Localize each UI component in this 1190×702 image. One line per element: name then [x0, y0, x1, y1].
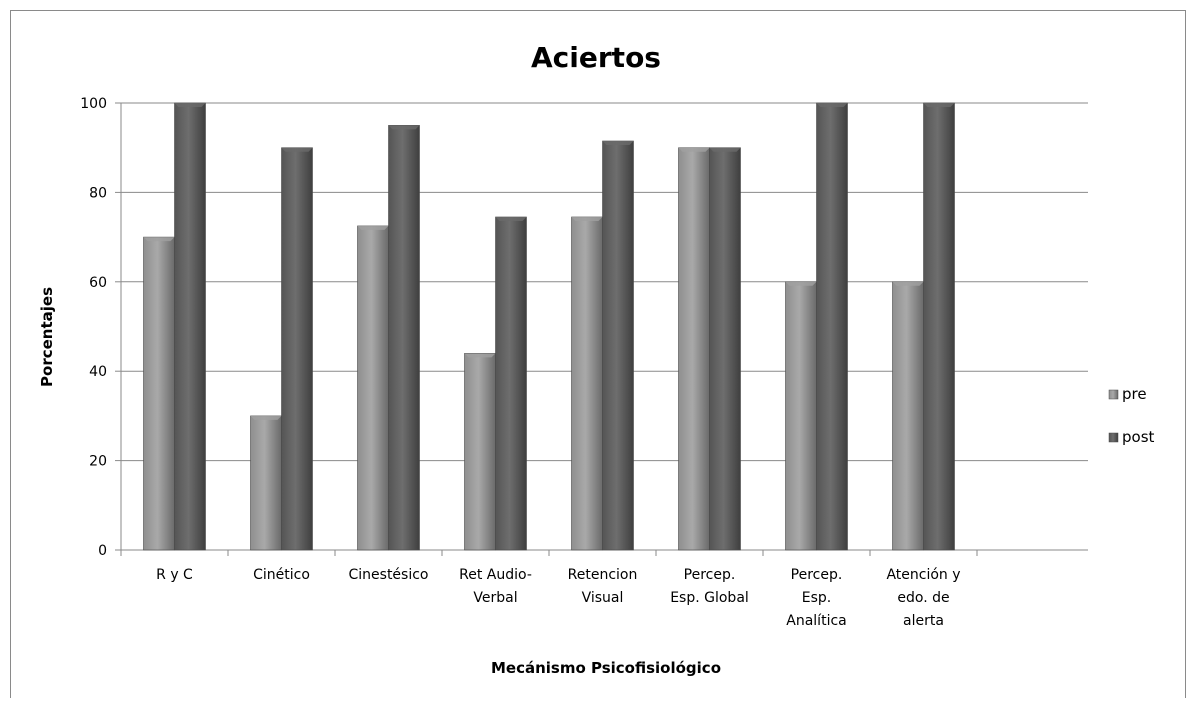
bar-post [388, 125, 420, 551]
legend-swatch-pre [1108, 389, 1119, 400]
legend-label-pre: pre [1122, 385, 1147, 403]
bar-cap-pre [464, 353, 496, 358]
x-tick-label-line: Esp. [802, 590, 831, 606]
x-tick-label-line: Visual [582, 590, 624, 606]
bar-pre [571, 216, 603, 551]
x-tick-label: Cinético [253, 567, 310, 583]
x-tick-label: Atención y edo. de alerta [886, 567, 960, 629]
bar-pre [250, 415, 282, 551]
x-tick-label-line: R y C [156, 567, 193, 583]
bar-post [709, 147, 741, 551]
chart-frame: 0 20 40 60 80 100 R y C Cinético Cinestésico Ret… [10, 10, 1186, 698]
bar-post [281, 147, 313, 551]
x-tick-label: R y C [156, 567, 193, 583]
legend-swatch-post [1108, 432, 1119, 443]
legend-label-post: post [1122, 428, 1155, 446]
x-tick-label-line: Percep. [684, 567, 736, 583]
bar-cap-pre [892, 281, 924, 286]
bar-pre [785, 281, 817, 551]
x-tick-label-line: Atención y [886, 567, 960, 583]
bar-cap-post [923, 103, 955, 107]
x-tick-label: Percep. Esp. Analítica [786, 567, 846, 629]
bar-pre [357, 225, 389, 551]
y-tick-label: 60 [89, 275, 107, 291]
x-tick-label-line: Percep. [791, 567, 843, 583]
bar-pre [464, 353, 496, 551]
x-tick-label: Ret Audio- Verbal [459, 567, 532, 606]
x-tick-label-line: Cinético [253, 567, 310, 583]
bar-cap-post [281, 147, 313, 152]
x-axis-title: Mecánismo Psicofisiológico [491, 659, 721, 677]
bar-cap-pre [143, 237, 175, 242]
y-tick-label: 40 [89, 364, 107, 380]
x-tick-label-line: alerta [903, 613, 944, 629]
bar-cap-post [388, 125, 420, 130]
y-tick-label: 20 [89, 454, 107, 470]
x-tick-label-line: Ret Audio- [459, 567, 532, 583]
x-tick-label: Cinestésico [349, 567, 429, 583]
bars [143, 102, 955, 551]
bar-cap-post [174, 103, 206, 107]
y-tick-label: 80 [89, 185, 107, 201]
bar-post [923, 102, 955, 551]
bar-cap-post [816, 103, 848, 107]
bar-post [174, 102, 206, 551]
bar-cap-pre [357, 225, 389, 230]
x-tick-label-line: Verbal [473, 590, 517, 606]
x-tick-label-line: Retencion [568, 567, 638, 583]
x-tick-label-line: Analítica [786, 613, 846, 629]
bar-pre [143, 236, 175, 551]
y-axis-title: Porcentajes [38, 287, 56, 387]
legend: pre post [1108, 385, 1155, 446]
bar-cap-post [495, 216, 527, 221]
bar-cap-pre [678, 147, 710, 152]
x-tick-label-line: Esp. Global [670, 590, 749, 606]
bar-post [602, 140, 634, 551]
bar-cap-pre [571, 216, 603, 221]
bar-pre [678, 147, 710, 551]
bar-post [816, 102, 848, 551]
x-tick-label: Percep. Esp. Global [670, 567, 749, 606]
y-axis-ticks: 0 20 40 60 80 100 [80, 96, 107, 559]
bar-cap-post [709, 147, 741, 152]
x-tick-label-line: edo. de [897, 590, 949, 606]
x-tick-label-line: Cinestésico [349, 567, 429, 583]
bar-chart: 0 20 40 60 80 100 R y C Cinético Cinestésico Ret… [38, 41, 1155, 677]
chart-title: Aciertos [531, 41, 661, 74]
x-axis-ticks: R y C Cinético Cinestésico Ret Audio- Verbal… [156, 567, 960, 629]
y-tick-label: 0 [98, 543, 107, 559]
bar-pre [892, 281, 924, 551]
bar-cap-pre [785, 281, 817, 286]
bar-cap-pre [250, 415, 282, 420]
bar-post [495, 216, 527, 551]
x-tick-label: Retencion Visual [568, 567, 638, 606]
y-tick-label: 100 [80, 96, 107, 112]
bar-cap-post [602, 140, 634, 145]
